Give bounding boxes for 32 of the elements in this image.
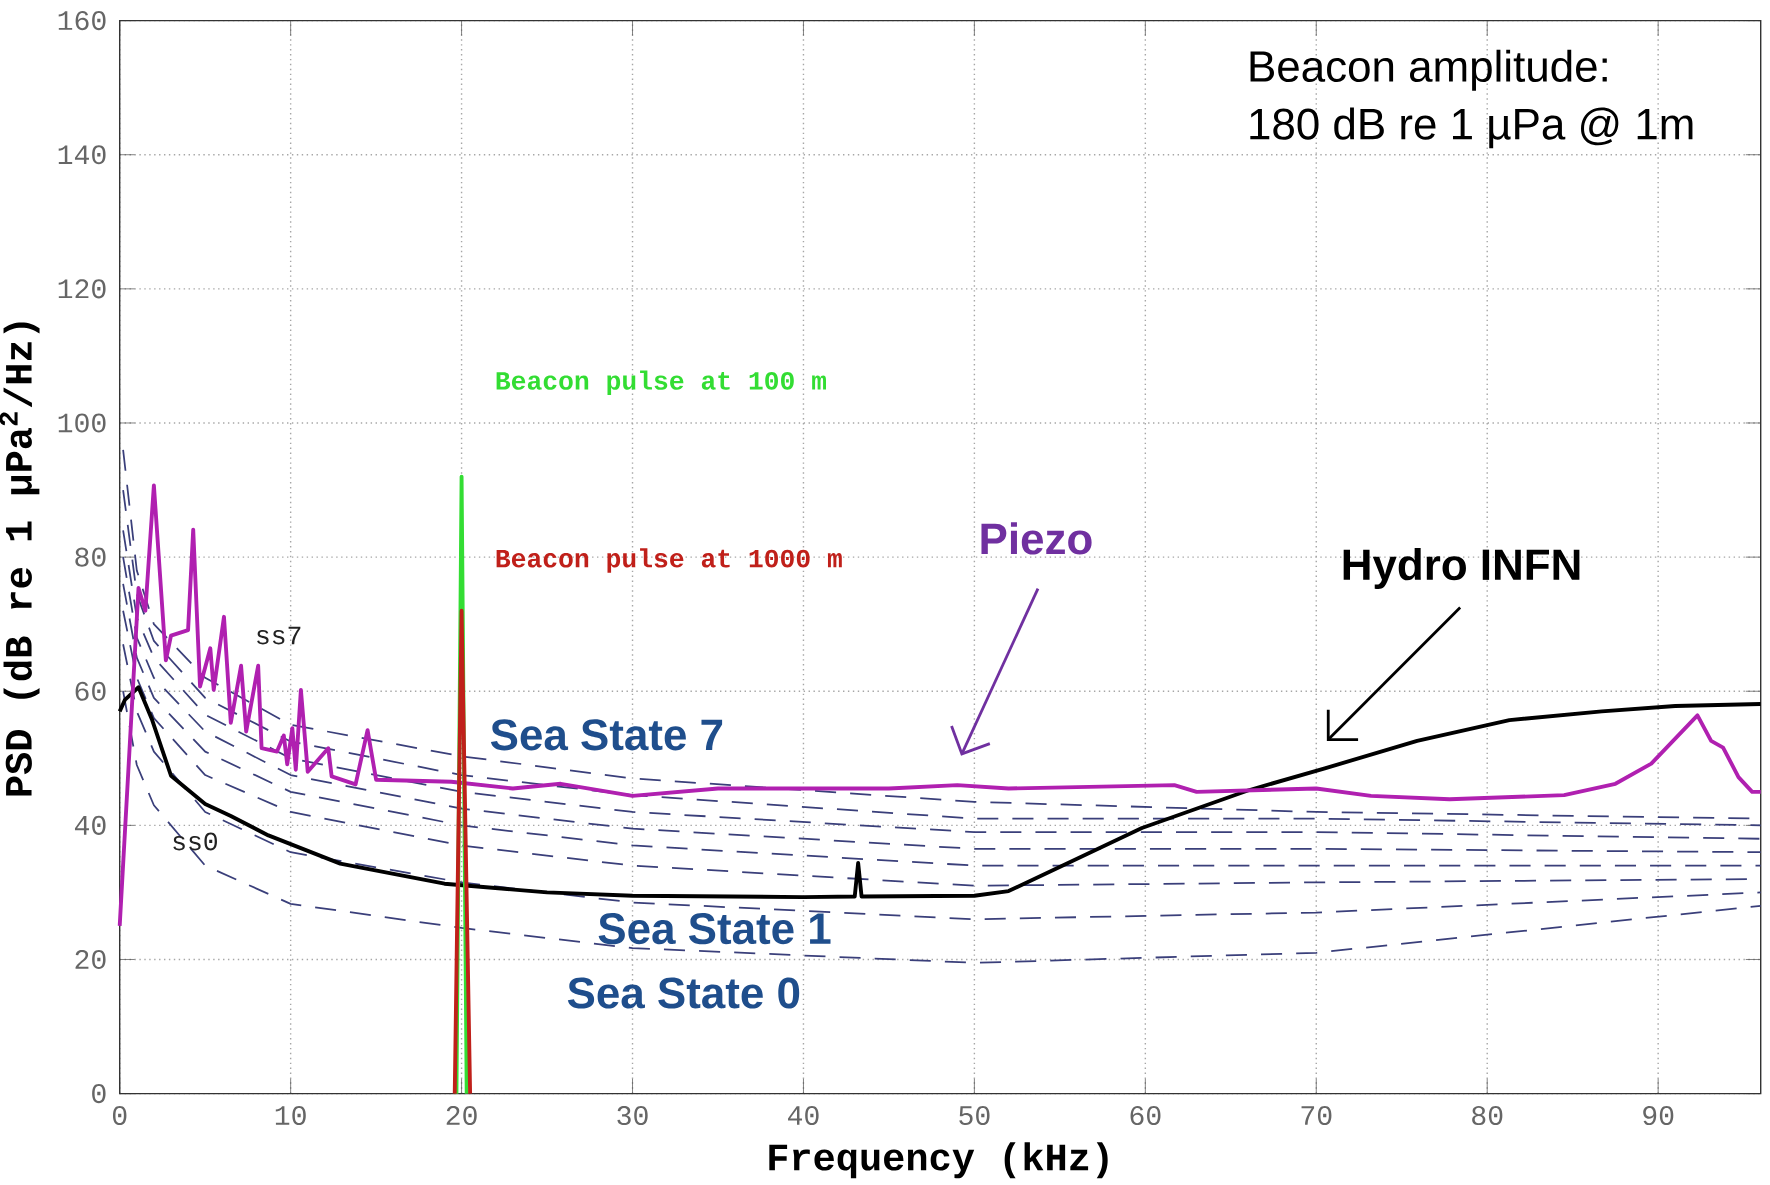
y-tick-label: 20 [75,949,106,970]
annotation: Piezo [981,522,1092,555]
y-tick-label: 80 [75,547,106,567]
x-tick-label: 20 [446,1106,477,1126]
y-tick-label: 0 [92,1084,106,1104]
y-tick-label: 140 [58,145,106,165]
annotation: ss7 [257,626,301,645]
x-tick-label: 70 [1301,1106,1332,1126]
annotation: ss0 [173,832,217,851]
annotation: Sea State 0 [567,977,800,1009]
annotation: Beacon pulse at 1000 m [496,548,842,573]
y-tick-label: 120 [58,279,106,299]
x-tick-label: 60 [1130,1106,1161,1126]
x-axis-title: Frequency (kHz) [769,1142,1108,1179]
y-tick-label: 100 [58,413,106,433]
x-tick-label: 0 [112,1106,127,1126]
x-tick-label: 10 [275,1106,306,1126]
annotation: 180 dB re 1 µPa @ 1m [1250,107,1693,149]
x-tick-label: 80 [1472,1106,1503,1126]
annotation: Hydro INFN [1343,548,1580,589]
y-tick-label: 40 [74,815,106,835]
annotation: Beacon amplitude: [1250,49,1607,91]
x-tick-label: 40 [788,1106,819,1126]
y-tick-label: 60 [75,681,106,701]
x-tick-label: 50 [959,1106,990,1126]
y-tick-label: 160 [58,11,106,31]
annotation: Beacon pulse at 100 m [496,370,826,396]
annotation: Sea State 7 [490,719,723,751]
y-axis-title: PSD (dB re 1 µPa$^{2}$/Hz) [0,322,40,796]
x-tick-label: 90 [1643,1106,1674,1126]
x-tick-label: 30 [617,1106,648,1126]
annotation: Sea State 1 [598,913,831,945]
